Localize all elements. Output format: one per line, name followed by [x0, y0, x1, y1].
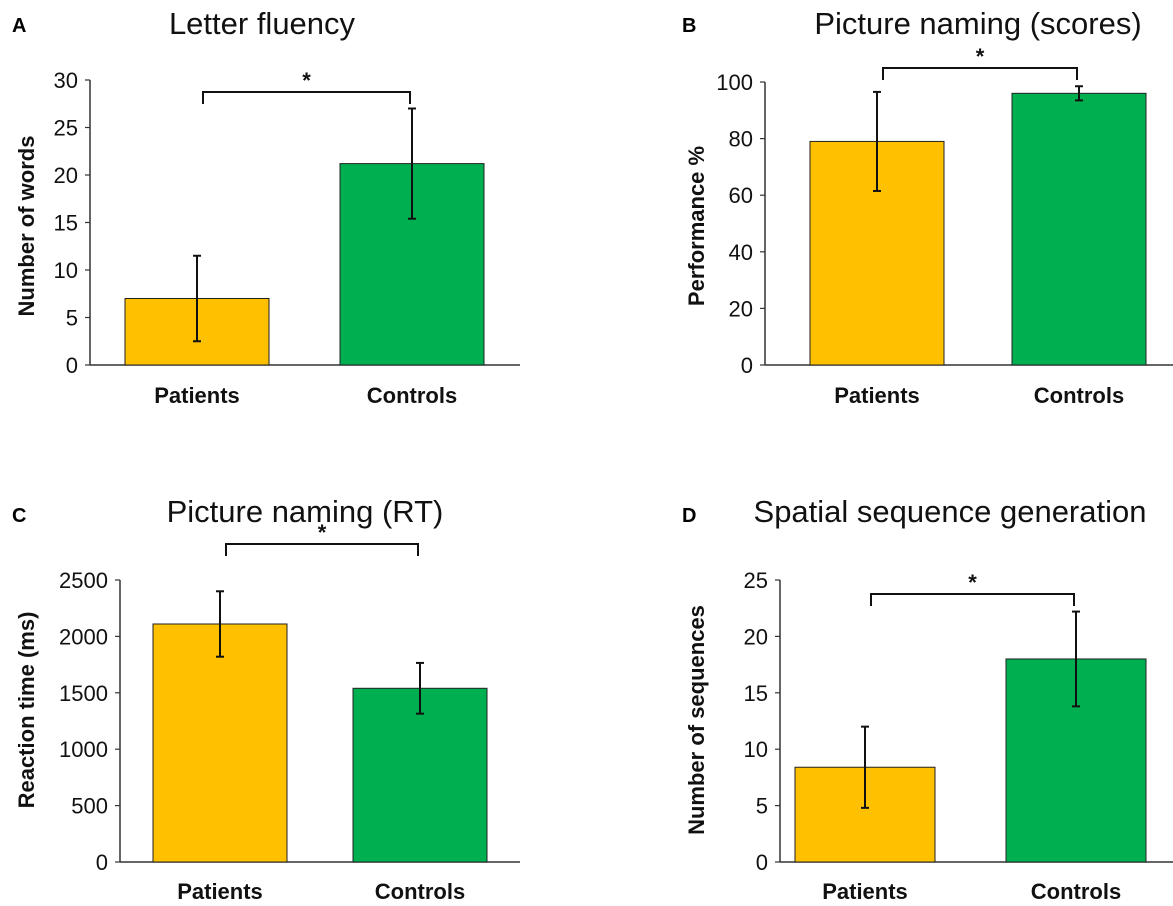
significance-marker: * [318, 520, 327, 545]
y-tick-label: 0 [96, 850, 108, 875]
significance-marker: * [302, 68, 311, 93]
y-tick-label: 80 [729, 127, 753, 152]
significance-bracket [225, 543, 419, 556]
chart-title: Picture naming (scores) [814, 6, 1141, 41]
y-tick-label: 15 [744, 681, 768, 706]
y-axis-label: Number of words [14, 136, 39, 317]
y-tick-label: 40 [729, 240, 753, 265]
y-tick-label: 500 [71, 794, 108, 819]
panel-a: A Letter fluency Number of words 0 5 10 15 20 25… [12, 6, 520, 408]
significance-marker: * [976, 44, 985, 69]
panel-letter: A [12, 15, 26, 37]
y-axis-label: Reaction time (ms) [14, 612, 39, 809]
x-category-label: Patients [177, 879, 263, 904]
bar-controls [352, 687, 488, 863]
panel-letter: C [12, 505, 26, 527]
x-category-label: Controls [375, 879, 465, 904]
y-tick-label: 25 [54, 116, 78, 141]
y-tick-label: 5 [66, 306, 78, 331]
bar-controls [1011, 92, 1147, 366]
y-tick-label: 25 [744, 568, 768, 593]
y-tick-label: 10 [54, 258, 78, 283]
x-category-label: Controls [1031, 879, 1121, 904]
y-tick-label: 60 [729, 183, 753, 208]
chart-title: Spatial sequence generation [754, 494, 1147, 529]
x-category-label: Controls [1034, 383, 1124, 408]
y-tick-label: 5 [756, 794, 768, 819]
significance-bracket [870, 593, 1075, 606]
y-tick-label: 20 [744, 624, 768, 649]
significance-bracket [882, 67, 1078, 80]
y-tick-label: 0 [756, 850, 768, 875]
bar-patients [152, 623, 288, 863]
y-tick-label: 15 [54, 211, 78, 236]
panel-c: C Picture naming (RT) Reaction time (ms) 0 5… [12, 494, 520, 904]
chart-title: Letter fluency [169, 6, 356, 41]
y-tick-label: 1000 [59, 737, 108, 762]
y-tick-label: 0 [741, 353, 753, 378]
chart-title: Picture naming (RT) [167, 494, 444, 529]
y-tick-label: 2000 [59, 624, 108, 649]
panel-letter: D [682, 505, 696, 527]
significance-marker: * [968, 570, 977, 595]
x-category-label: Patients [834, 383, 920, 408]
significance-bracket [202, 91, 411, 104]
y-tick-label: 10 [744, 737, 768, 762]
panel-letter: B [682, 15, 696, 37]
x-category-label: Controls [367, 383, 457, 408]
y-tick-label: 0 [66, 353, 78, 378]
x-category-label: Patients [822, 879, 908, 904]
y-axis-label: Performance % [684, 146, 709, 306]
y-axis-label: Number of sequences [684, 605, 709, 835]
y-tick-label: 20 [54, 163, 78, 188]
y-tick-label: 100 [716, 70, 753, 95]
panel-b: B Picture naming (scores) Performance % 0 20… [682, 6, 1173, 408]
panel-d: D Spatial sequence generation Number of se… [682, 494, 1173, 904]
y-tick-label: 30 [54, 68, 78, 93]
y-tick-label: 1500 [59, 681, 108, 706]
y-tick-label: 2500 [59, 568, 108, 593]
y-tick-label: 20 [729, 296, 753, 321]
x-category-label: Patients [154, 383, 240, 408]
